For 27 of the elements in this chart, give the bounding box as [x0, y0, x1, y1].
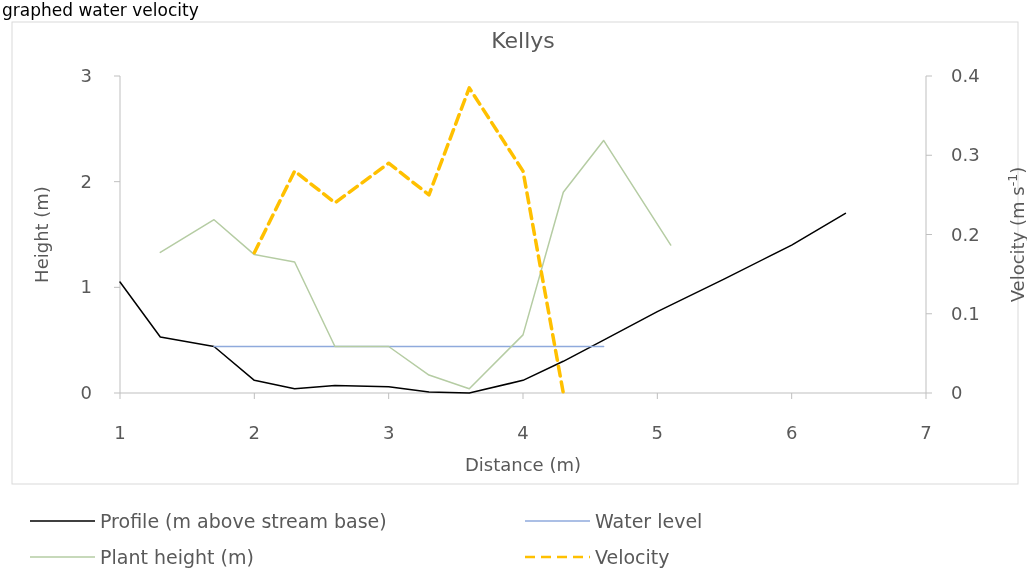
line-series [159, 139, 672, 390]
y2-tick-label: 0.3 [951, 144, 980, 166]
y2-tick-label: 0 [951, 382, 963, 403]
legend-label: Profile (m above stream base) [100, 510, 387, 532]
x-tick-label: 6 [785, 422, 798, 443]
x-tick-label: 4 [517, 422, 529, 443]
y-tick-label: 1 [80, 276, 92, 298]
y2-tick-label: 0.1 [951, 302, 980, 324]
legend-label: Velocity [595, 546, 670, 568]
line-series [119, 212, 847, 394]
y-tick-label: 3 [80, 65, 92, 86]
x-tick-label: 3 [382, 422, 395, 443]
y-tick-label: 0 [80, 382, 92, 403]
text: graphed water velocity [2, 0, 199, 20]
x-tick-label: 5 [651, 422, 664, 443]
y2-tick-label: 0.2 [951, 223, 980, 245]
legend-label: Plant height (m) [100, 546, 254, 568]
x-axis-title: Distance (m) [464, 454, 582, 475]
y2-tick-label: 0.4 [951, 65, 980, 86]
line-series [252, 86, 566, 395]
x-tick-label: 2 [248, 422, 261, 443]
x-tick-label: 7 [920, 422, 932, 443]
chart-title: Kellys [491, 28, 555, 53]
x-tick-label: 1 [114, 422, 126, 443]
y-axis-title: Height (m) [31, 186, 52, 283]
y-tick-label: 2 [80, 170, 92, 192]
legend-label: Water level [595, 510, 703, 532]
